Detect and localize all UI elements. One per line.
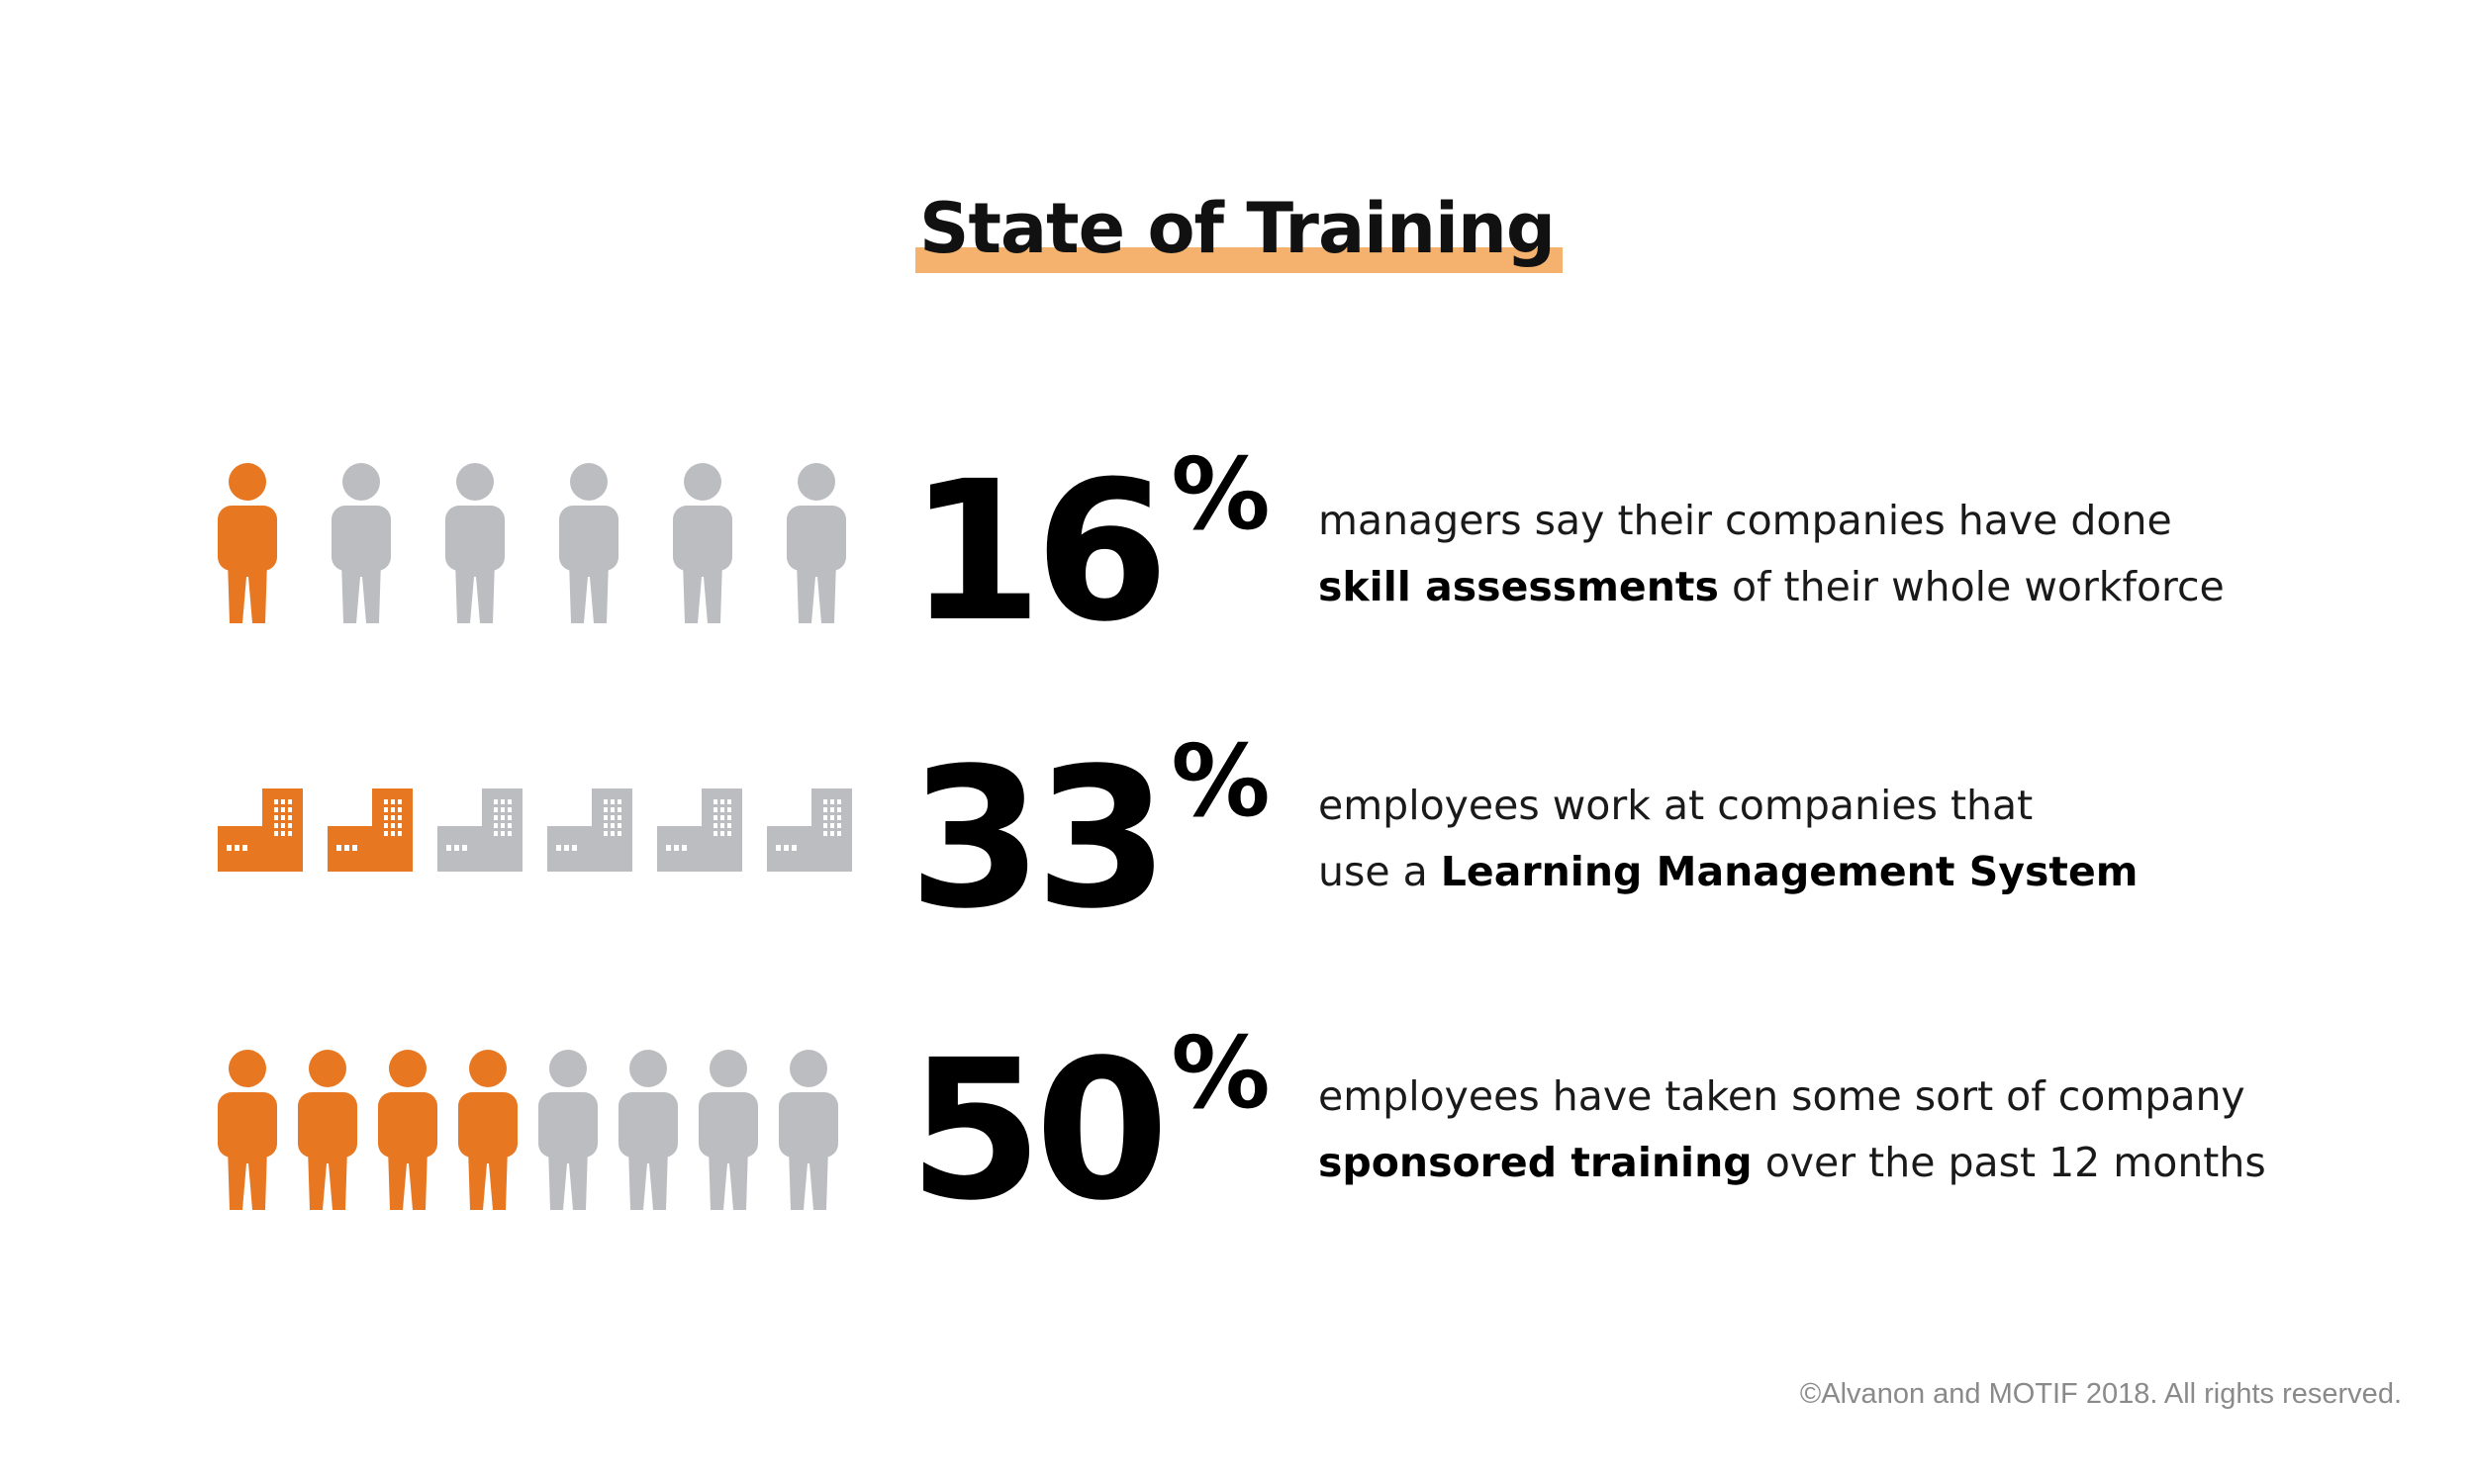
stat-description: employees have taken some sort of compan…: [1318, 1064, 2407, 1196]
stat-value: 33: [908, 726, 1169, 951]
description-bold: skill assessments: [1318, 563, 1719, 610]
title-wrap: State of Training: [0, 188, 2474, 273]
building-icon-muted: [437, 788, 523, 872]
person-icon-highlighted: [378, 1050, 437, 1210]
person-icon-muted: [559, 463, 618, 623]
person-icon-group: [218, 1049, 838, 1210]
building-icon-muted: [767, 788, 852, 872]
percent-sign: %: [1171, 723, 1271, 839]
page-title: State of Training: [915, 188, 1563, 273]
description-line-1: employees have taken some sort of compan…: [1318, 1072, 2245, 1120]
stat-percentage: 33%: [908, 732, 1271, 936]
description-rest: over the past 12 months: [1752, 1139, 2266, 1186]
stat-description: employees work at companies that use a L…: [1318, 773, 2407, 905]
person-icon-muted: [673, 463, 732, 623]
person-icon-muted: [618, 1050, 678, 1210]
copyright-notice: ©Alvanon and MOTIF 2018. All rights rese…: [1799, 1378, 2402, 1410]
description-line-2: sponsored training over the past 12 mont…: [1318, 1130, 2407, 1196]
description-line-2: use a Learning Management System: [1318, 839, 2407, 905]
description-line-2: skill assessments of their whole workfor…: [1318, 554, 2407, 620]
description-bold: Learning Management System: [1440, 848, 2139, 895]
stat-description: managers say their companies have done s…: [1318, 488, 2407, 620]
percent-sign: %: [1171, 436, 1271, 552]
person-icon-group: [218, 462, 846, 623]
person-icon-muted: [779, 1050, 838, 1210]
person-icon-highlighted: [298, 1050, 357, 1210]
person-icon-muted: [787, 463, 846, 623]
person-icon-muted: [445, 463, 505, 623]
person-icon-muted: [332, 463, 391, 623]
description-line-1: managers say their companies have done: [1318, 497, 2172, 544]
stat-percentage: 50%: [908, 1024, 1271, 1228]
person-icon-highlighted: [218, 463, 277, 623]
building-icon-muted: [657, 788, 742, 872]
person-icon-muted: [538, 1050, 598, 1210]
building-icon-muted: [547, 788, 632, 872]
percent-sign: %: [1171, 1015, 1271, 1131]
person-icon-highlighted: [218, 1050, 277, 1210]
description-rest: of their whole workforce: [1718, 563, 2225, 610]
stat-value: 50: [908, 1018, 1169, 1243]
stat-value: 16: [908, 439, 1169, 664]
building-icon-highlighted: [328, 788, 413, 872]
person-icon-highlighted: [458, 1050, 518, 1210]
stat-percentage: 16%: [908, 445, 1271, 649]
building-icon-highlighted: [218, 788, 303, 872]
building-icon-group: [218, 788, 852, 872]
description-line-1: employees work at companies that: [1318, 782, 2034, 829]
description-bold: sponsored training: [1318, 1139, 1753, 1186]
person-icon-muted: [699, 1050, 758, 1210]
description-pre: use a: [1318, 848, 1441, 895]
